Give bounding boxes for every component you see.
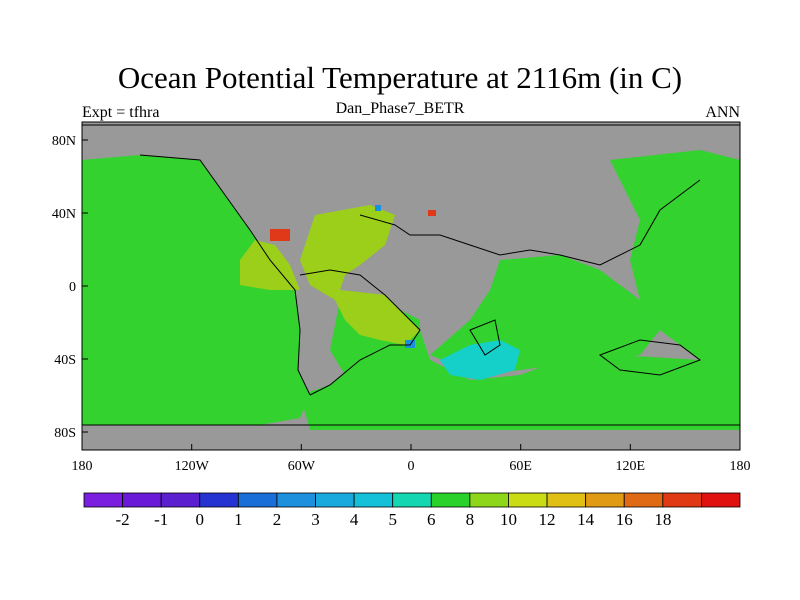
colorbar-label: -1 [154,510,168,529]
x-tick-label: 120E [616,459,646,474]
x-tick-label: 60E [509,459,532,474]
colorbar-swatch [199,492,239,508]
colorbar-label: 1 [234,510,243,529]
colorbar-swatch [160,492,201,508]
colorbar-label: 14 [577,510,595,529]
colorbar-label: 16 [616,510,633,529]
colorbar-swatch [276,492,316,508]
colorbar-label: 0 [196,510,205,529]
chart-subtitle: Dan_Phase7_BETR [335,100,465,117]
chart-title: Ocean Potential Temperature at 2116m (in… [117,60,683,95]
coastlines [82,124,740,426]
colorbar-swatch [122,492,162,508]
colorbar-label: 3 [311,510,320,529]
experiment-label: Expt = tfhra [82,104,160,121]
colorbar-swatch [623,492,664,508]
colorbar-swatch [392,492,432,508]
colorbar-swatch [662,492,702,508]
y-tick-label: 40S [54,353,76,368]
map-plot [81,121,741,451]
x-tick-label: 60W [288,459,316,474]
colorbar-swatch [546,492,587,508]
colorbar-swatch [315,492,355,508]
colorbar-label: 2 [273,510,282,529]
colorbar-swatch [237,492,278,508]
y-tick-label: 80N [52,134,76,149]
ocean-main-fill [82,150,740,430]
colorbar-label: 10 [500,510,517,529]
ocean-warm-patches [270,210,436,241]
x-tick-label: 0 [408,459,415,474]
colorbar-label: 18 [654,510,671,529]
colorbar-label: 4 [350,510,359,529]
y-tick-label: 0 [69,280,76,295]
colorbar-swatch [585,492,625,508]
colorbar-swatch [83,492,123,508]
season-label: ANN [705,104,740,121]
colorbar-label: 5 [388,510,397,529]
colorbar-swatch [353,492,394,508]
y-axis: 80N 40N 0 40S 80S [52,134,88,441]
y-tick-label: 80S [54,426,76,441]
x-axis: 180 120W 60W 0 60E 120E 180 [72,444,751,474]
x-tick-label: 180 [72,459,93,474]
colorbar-label: 6 [427,510,436,529]
ocean-cool-patches [375,205,520,380]
colorbar-swatch [701,492,741,508]
colorbar-swatch [508,492,548,508]
colorbar-label: -2 [116,510,130,529]
y-tick-label: 40N [52,207,76,222]
colorbar-label: 12 [539,510,556,529]
colorbar-swatch [430,492,471,508]
colorbar: -2 -1 0 1 2 3 4 5 6 8 10 12 14 16 18 [83,492,741,529]
x-tick-label: 180 [730,459,751,474]
colorbar-swatch [469,492,509,508]
x-tick-label: 120W [175,459,210,474]
colorbar-label: 8 [466,510,475,529]
